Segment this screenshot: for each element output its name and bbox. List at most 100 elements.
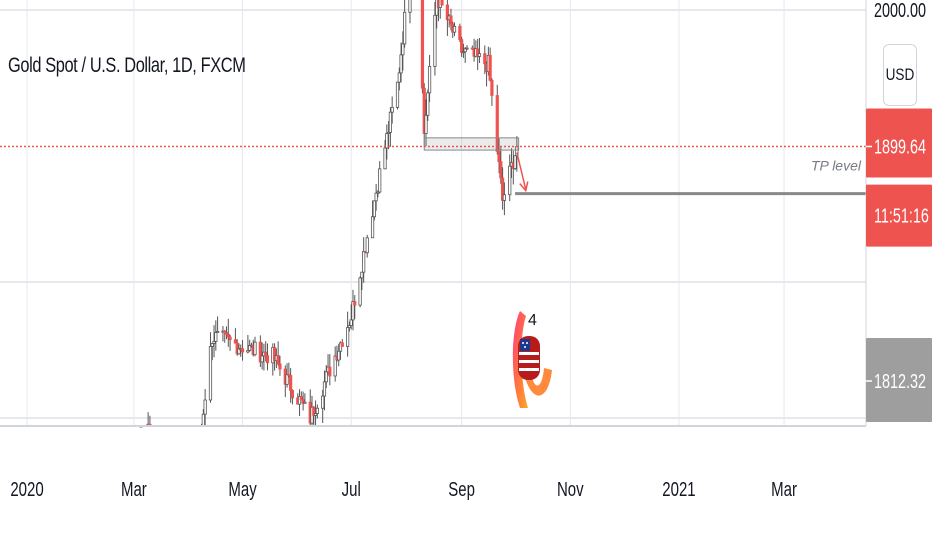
candle [372,200,376,221]
candle [426,89,430,121]
candle [513,155,517,171]
candle [360,271,364,291]
currency-label: USD [885,65,915,84]
candle [340,338,344,347]
candle [203,389,207,426]
current-price-badge[interactable]: 1899.64 [866,108,932,178]
x-tick-label: 2021 [662,478,695,501]
candle [358,276,362,308]
candle [460,36,464,57]
candle [408,0,412,24]
symbol-title[interactable]: Gold Spot / U.S. Dollar, 1D, FXCM [8,54,246,77]
candle [488,47,492,82]
candle [365,234,369,258]
candle [387,121,391,150]
candle [221,326,225,342]
candle [458,23,462,42]
y-tick-label: 2000.00 [874,0,926,22]
candle [216,316,220,333]
candle [258,335,262,368]
forecast-arrowhead [519,181,529,193]
candle [303,393,307,404]
candle [265,343,270,371]
candle [351,289,355,331]
candle [226,318,230,347]
candle [502,182,506,216]
countdown-badge[interactable]: 11:51:16 [866,184,932,247]
candle [248,339,252,352]
candle [297,389,302,417]
candle [497,138,501,174]
candle [312,405,316,426]
candle [287,362,291,378]
candle [403,0,407,48]
candle [433,1,437,76]
x-tick-label: Mar [121,478,147,501]
candle [370,200,375,239]
candle [452,22,457,37]
candle [328,354,332,386]
brand-logo: 4 [512,311,552,408]
candle [299,391,303,401]
svg-text:1899.64: 1899.64 [874,135,926,158]
candle [273,343,277,371]
candle [223,330,227,343]
candle [324,365,328,389]
candle [315,404,319,419]
candle [465,45,469,50]
candle [301,391,305,411]
last-value-badge[interactable]: 1812.32 [866,338,932,422]
candle [376,190,380,198]
candle [276,341,280,366]
candle [477,38,482,63]
candle [233,328,238,344]
forecast-arrow [516,152,527,190]
candle [499,147,503,184]
candle [333,346,337,382]
candle [378,161,382,194]
candle [461,43,466,58]
x-tick-label: Jul [342,478,361,501]
candle [346,311,350,357]
x-tick-label: Mar [771,478,797,501]
x-tick-label: May [228,478,256,501]
candle [420,0,425,94]
candle [240,340,245,361]
candle [490,78,494,106]
candle [440,0,444,6]
candle [395,81,400,110]
candle [495,84,499,155]
candle [463,47,467,63]
candle [401,31,405,71]
candle [385,124,389,160]
candle [224,326,229,340]
x-tick-label: 2020 [10,478,43,501]
candle [210,343,214,361]
candle [214,320,218,351]
candle [353,295,357,319]
svg-text:4: 4 [528,312,537,329]
candle [445,0,449,36]
resistance-zone[interactable] [423,137,520,151]
x-tick-label: Nov [557,478,584,501]
candle [322,370,327,411]
candle [228,334,232,351]
x-tick-label: Sep [448,478,475,501]
candle [399,42,403,83]
candle [383,139,387,170]
candle [338,341,343,360]
candle [374,183,378,211]
candle [349,304,353,330]
candle [337,343,341,367]
candle [390,96,394,124]
svg-text:1812.32: 1812.32 [874,370,926,393]
candle [501,167,505,210]
currency-button[interactable]: USD [883,44,917,106]
candle [253,336,257,357]
candle [347,321,352,332]
candle [208,332,213,403]
candle [476,38,480,71]
candle [321,389,325,424]
candle [508,154,512,202]
